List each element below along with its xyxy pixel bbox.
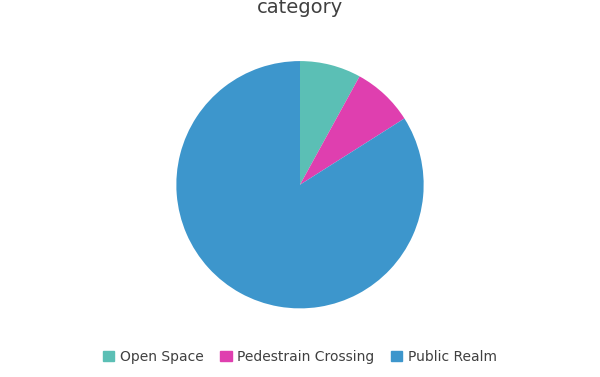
Wedge shape <box>176 61 424 308</box>
Title: Total amount secured in principle for each
category: Total amount secured in principle for ea… <box>94 0 506 17</box>
Legend: Open Space, Pedestrain Crossing, Public Realm: Open Space, Pedestrain Crossing, Public … <box>98 344 502 369</box>
Wedge shape <box>300 77 404 185</box>
Wedge shape <box>300 61 359 185</box>
